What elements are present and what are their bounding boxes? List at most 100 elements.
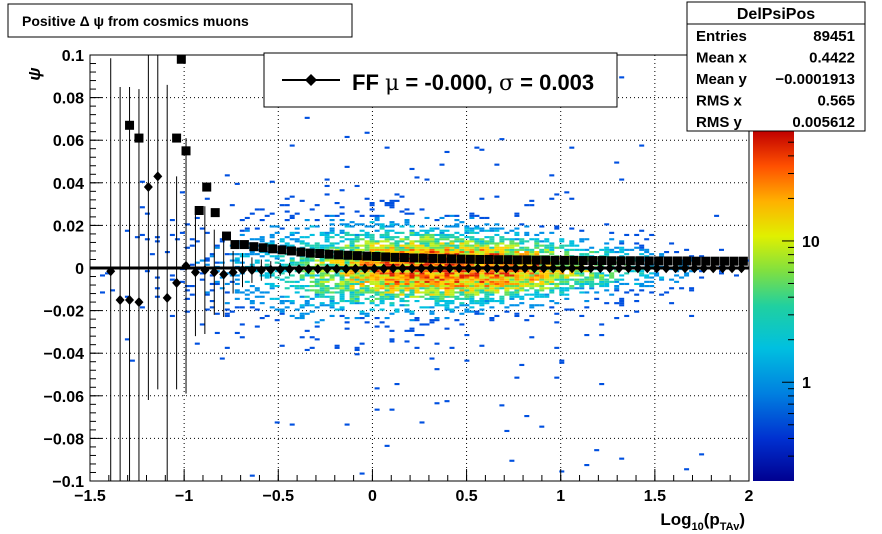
heatmap-cell: [534, 295, 540, 298]
heatmap-cell: [394, 293, 400, 296]
heatmap-cell: [224, 302, 230, 305]
heatmap-cell: [444, 285, 450, 288]
heatmap-cell: [644, 274, 650, 277]
heatmap-cell: [509, 246, 515, 249]
heatmap-cell: [509, 285, 515, 288]
heatmap-cell: [514, 238, 520, 241]
heatmap-cell: [299, 274, 305, 277]
heatmap-cell: [379, 293, 385, 296]
heatmap-cell: [354, 272, 360, 275]
heatmap-cell: [589, 251, 595, 254]
heatmap-cell: [304, 272, 310, 275]
heatmap-cell: [569, 285, 575, 288]
square-marker: [409, 253, 419, 263]
heatmap-cell: [309, 297, 315, 300]
heatmap-cell: [494, 276, 500, 279]
heatmap-cell: [449, 291, 455, 294]
heatmap-cell: [284, 210, 290, 213]
square-marker: [334, 250, 344, 260]
heatmap-cell: [544, 244, 550, 247]
heatmap-cell: [584, 464, 590, 467]
heatmap-cell: [414, 272, 420, 275]
heatmap-cell: [434, 342, 440, 345]
heatmap-cell: [359, 261, 365, 264]
heatmap-cell: [424, 278, 430, 281]
heatmap-cell: [489, 246, 495, 249]
heatmap-cell: [464, 272, 470, 275]
heatmap-cell: [359, 233, 365, 237]
heatmap-cell: [269, 236, 275, 239]
heatmap-cell: [474, 293, 480, 296]
heatmap-cell: [634, 278, 640, 281]
square-marker: [701, 256, 711, 266]
heatmap-cell: [654, 274, 660, 277]
heatmap-cell: [504, 246, 510, 249]
heatmap-cell: [314, 289, 320, 292]
heatmap-cell: [359, 251, 365, 254]
stats-label: RMS x: [696, 93, 743, 110]
heatmap-cell: [444, 270, 450, 273]
heatmap-cell: [404, 236, 410, 239]
heatmap-cell: [434, 233, 440, 237]
heatmap-cell: [439, 300, 445, 303]
heatmap-cell: [374, 304, 380, 307]
heatmap-cell: [359, 223, 365, 226]
heatmap-cell: [404, 329, 410, 332]
heatmap-cell: [494, 278, 500, 281]
heatmap-cell: [309, 233, 315, 237]
heatmap-cell: [669, 242, 675, 245]
heatmap-cell: [414, 287, 420, 290]
heatmap-cell: [359, 342, 365, 345]
heatmap-cell: [429, 295, 435, 298]
heatmap-cell: [549, 306, 555, 309]
heatmap-cell: [524, 285, 530, 288]
heatmap-cell: [144, 212, 150, 215]
heatmap-cell: [324, 304, 330, 307]
heatmap-cell: [359, 287, 365, 290]
heatmap-cell: [324, 244, 330, 247]
heatmap-cell: [464, 289, 470, 292]
heatmap-cell: [554, 312, 560, 315]
heatmap-cell: [469, 289, 475, 292]
heatmap-cell: [269, 255, 275, 258]
heatmap-cell: [334, 248, 340, 251]
heatmap-cell: [224, 253, 230, 256]
x-axis-title: Log10(pTAv): [660, 510, 745, 533]
heatmap-cell: [319, 270, 325, 273]
heatmap-cell: [539, 272, 545, 275]
heatmap-cell: [644, 276, 650, 279]
heatmap-cell: [399, 261, 405, 264]
heatmap-cell: [534, 270, 540, 273]
heatmap-cell: [314, 293, 320, 296]
heatmap-cell: [444, 246, 450, 249]
diamond-marker: [294, 264, 304, 275]
heatmap-cell: [404, 208, 410, 211]
heatmap-cell: [354, 293, 360, 296]
heatmap-cell: [504, 291, 510, 294]
heatmap-cell: [564, 280, 570, 283]
heatmap-cell: [634, 246, 640, 249]
heatmap-cell: [424, 238, 430, 241]
heatmap-cell: [379, 272, 385, 275]
heatmap-cell: [559, 280, 565, 283]
heatmap-cell: [454, 240, 460, 243]
heatmap-cell: [464, 308, 470, 311]
heatmap-cell: [384, 297, 390, 300]
heatmap-cell: [614, 278, 620, 281]
heatmap-cell: [404, 278, 410, 281]
heatmap-cell: [439, 251, 445, 254]
heatmap-cell: [609, 248, 615, 251]
heatmap-cell: [584, 278, 590, 281]
heatmap-cell: [339, 274, 345, 277]
heatmap-cell: [354, 348, 360, 352]
heatmap-cell: [439, 231, 445, 234]
heatmap-cell: [289, 285, 295, 288]
heatmap-cell: [314, 259, 320, 262]
heatmap-cell: [404, 280, 410, 283]
heatmap-cell: [339, 278, 345, 281]
diamond-marker: [586, 263, 596, 274]
heatmap-cell: [269, 180, 275, 183]
heatmap-cell: [444, 276, 450, 279]
heatmap-cell: [364, 272, 370, 275]
